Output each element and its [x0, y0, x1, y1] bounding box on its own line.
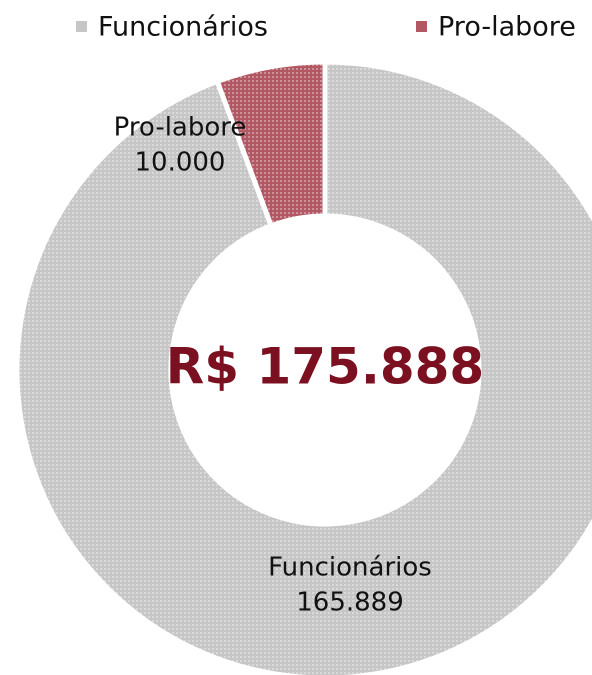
- slice-value-label: 165.889: [296, 588, 404, 618]
- legend-label: Pro-labore: [438, 12, 576, 43]
- slice-label: Funcionários: [268, 553, 432, 583]
- slice-label: Pro-labore: [114, 113, 247, 143]
- legend-label: Funcionários: [98, 12, 268, 43]
- slice-value-label: 10.000: [135, 148, 226, 178]
- slice-texture: [17, 62, 592, 675]
- center-label: R$ 175.888: [166, 338, 484, 396]
- legend-swatch: [416, 21, 427, 32]
- legend-swatch: [76, 21, 87, 32]
- slice-texture: [217, 62, 325, 226]
